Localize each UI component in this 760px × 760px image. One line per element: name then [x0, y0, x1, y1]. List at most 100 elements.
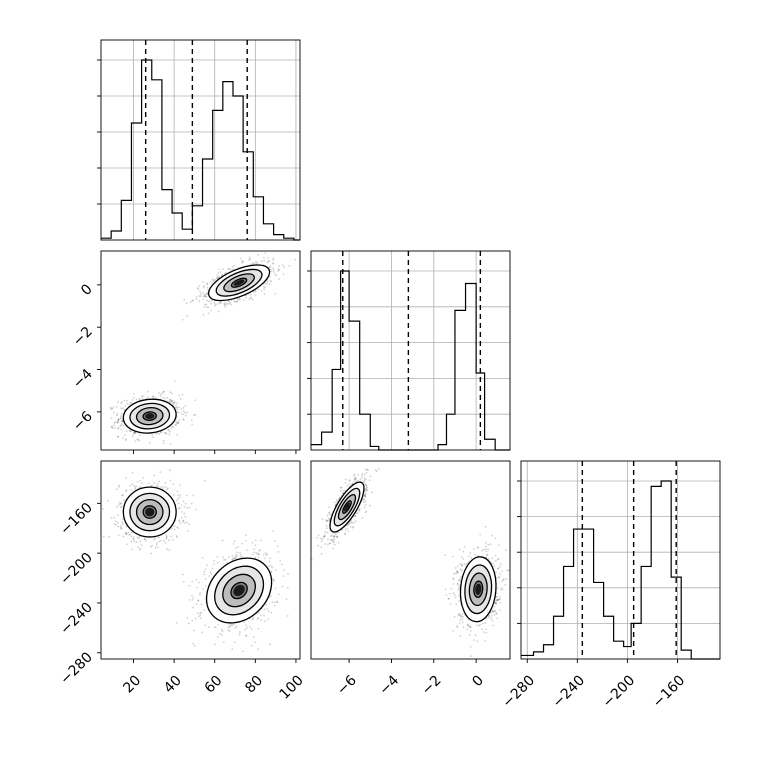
scatter-point [156, 546, 159, 549]
scatter-point [172, 483, 175, 486]
density-contour [129, 402, 171, 430]
scatter-point [156, 432, 159, 435]
scatter-point [276, 601, 279, 604]
scatter-point [266, 607, 269, 610]
scatter-point [141, 395, 143, 398]
scatter-point [111, 427, 114, 429]
scatter-point [205, 305, 208, 308]
scatter-point [250, 644, 253, 647]
scatter-point [231, 624, 234, 627]
scatter-point [206, 282, 208, 285]
scatter-point [170, 399, 173, 402]
scatter-point [198, 295, 201, 298]
scatter-point [233, 557, 236, 560]
scatter-point [336, 536, 338, 539]
scatter-point [353, 478, 356, 480]
scatter-point [145, 397, 148, 400]
scatter-point [120, 527, 122, 530]
density-contour [129, 492, 171, 532]
scatter-point [197, 615, 200, 618]
scatter-point [243, 621, 245, 623]
scatter-point [199, 617, 202, 620]
histogram-series [101, 59, 300, 241]
scatter-point [170, 427, 172, 430]
scatter-point [172, 494, 175, 496]
scatter-point [354, 476, 357, 479]
scatter-point [195, 586, 198, 589]
scatter-point [207, 300, 210, 303]
scatter-point [274, 273, 276, 276]
scatter-point [320, 546, 323, 549]
scatter-point [221, 268, 224, 270]
scatter-point [146, 390, 149, 393]
scatter-point [168, 549, 171, 551]
scatter-point [334, 504, 337, 506]
scatter-point [186, 411, 188, 414]
scatter-point [126, 543, 128, 546]
scatter-point [117, 427, 119, 430]
scatter-point [279, 560, 282, 563]
scatter-point [364, 468, 367, 471]
density-peak [344, 502, 350, 512]
scatter-point [151, 395, 154, 398]
scatter-point [217, 310, 220, 313]
scatter-point [277, 593, 280, 596]
scatter-point [317, 544, 320, 547]
scatter-point [184, 502, 187, 505]
scatter-point [286, 615, 289, 617]
scatter-point [154, 546, 157, 549]
scatter-point [178, 484, 181, 487]
scatter-point [246, 627, 248, 629]
scatter-point [183, 411, 186, 414]
scatter-point [125, 457, 127, 459]
scatter-point [138, 434, 141, 437]
scatter-point [266, 256, 269, 259]
scatter-point [148, 441, 151, 444]
scatter-point [159, 431, 162, 434]
scatter-point [227, 268, 230, 271]
density-contour [337, 493, 357, 521]
scatter-point [457, 570, 459, 573]
scatter-point [178, 506, 181, 509]
scatter-point [211, 282, 214, 284]
scatter-point [216, 274, 219, 277]
scatter-point [204, 578, 207, 580]
scatter-point [220, 628, 223, 631]
scatter-point [268, 596, 271, 599]
scatter-point [133, 540, 136, 543]
scatter-point [120, 502, 123, 505]
scatter-point [495, 571, 497, 574]
scatter-point [182, 521, 184, 523]
scatter-point [160, 393, 162, 396]
scatter-point [120, 413, 123, 415]
scatter-point [264, 282, 267, 284]
scatter-point [163, 539, 166, 542]
scatter-point [354, 515, 357, 517]
scatter-point [365, 468, 368, 471]
scatter-point [202, 291, 204, 294]
scatter-point [274, 292, 277, 295]
scatter-point [122, 535, 125, 538]
scatter-point [121, 494, 124, 497]
scatter-point [185, 302, 188, 305]
scatter-point [270, 570, 273, 573]
scatter-point [228, 625, 231, 628]
density-contour [215, 268, 263, 297]
scatter-point [286, 586, 289, 589]
scatter-point [277, 270, 279, 272]
scatter-point [375, 470, 378, 472]
scatter-point [254, 641, 257, 644]
scatter-point [182, 573, 184, 576]
scatter-point [117, 427, 120, 429]
scatter-point [260, 539, 263, 542]
scatter-point [272, 530, 275, 532]
scatter-point [155, 544, 158, 546]
scatter-point [234, 300, 237, 303]
scatter-point [171, 425, 174, 428]
scatter-point [269, 280, 272, 282]
scatter-point [182, 406, 185, 409]
scatter-point [499, 597, 501, 600]
scatter-point [185, 414, 187, 417]
scatter-point [246, 549, 249, 552]
scatter-point [267, 260, 270, 262]
